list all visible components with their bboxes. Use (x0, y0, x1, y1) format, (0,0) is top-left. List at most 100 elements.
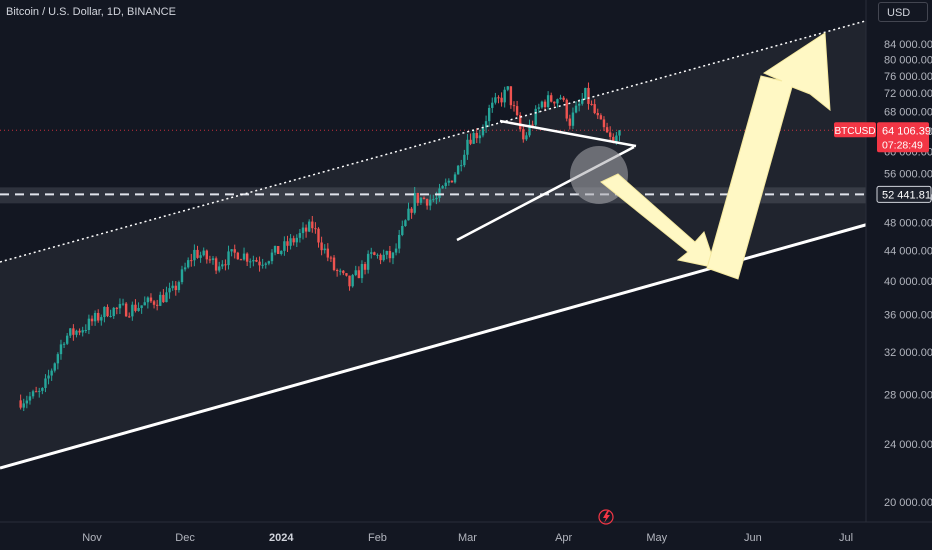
candle-body (373, 252, 376, 255)
candle (506, 86, 509, 92)
time-tick-label: Apr (555, 532, 572, 544)
candle (571, 107, 575, 129)
candle-body (366, 253, 370, 270)
candle-body (491, 102, 494, 108)
candle-body (534, 108, 537, 125)
candle (441, 185, 444, 189)
candle-body (208, 259, 212, 261)
candle (410, 207, 413, 219)
candle (550, 92, 553, 103)
triangle-upper-line[interactable] (499, 119, 637, 148)
candle (128, 312, 131, 318)
price-tick-label: 48 000.00 (884, 218, 932, 230)
candle-body (214, 258, 218, 271)
currency-button[interactable]: USD (878, 2, 928, 22)
candle (171, 280, 174, 291)
candle-body (137, 307, 140, 311)
candle (202, 247, 205, 257)
candle (416, 192, 420, 206)
candle (152, 299, 156, 309)
candle-body (568, 118, 572, 126)
drawings[interactable] (0, 17, 877, 470)
marked-level-badge[interactable]: 52 441.81 (876, 185, 932, 203)
candle-body (522, 129, 525, 140)
price-tick-label: 72 000.00 (884, 88, 932, 100)
candle (425, 198, 429, 210)
candle (34, 386, 38, 393)
candle (463, 149, 466, 168)
candle (121, 298, 125, 306)
candle-body (264, 263, 267, 265)
candle (515, 100, 519, 117)
candle (233, 244, 236, 259)
candle-body (593, 104, 596, 113)
candle-body (528, 124, 531, 136)
candle-body (239, 259, 243, 261)
candle-body (339, 270, 342, 272)
candle-body (289, 238, 292, 246)
channel-top-line[interactable] (0, 17, 877, 263)
candle-body (518, 115, 522, 130)
price-badges: BTCUSD 64 106.39 07:28:49 52 441.81 (834, 122, 932, 203)
candle (332, 255, 336, 272)
candle-body (562, 97, 565, 100)
candle (159, 291, 162, 307)
candle (168, 282, 171, 299)
candle (75, 329, 78, 338)
candle (311, 215, 314, 233)
candle (124, 302, 128, 317)
candle (84, 324, 87, 334)
candle (261, 258, 264, 269)
candle (218, 261, 221, 273)
candle (165, 286, 168, 303)
candle-body (487, 107, 491, 122)
candle-body (503, 89, 506, 103)
candle-body (177, 282, 181, 291)
candle (177, 280, 181, 293)
arrow-down-to-support[interactable] (600, 173, 717, 269)
time-tick-label: Jun (744, 532, 762, 544)
candle (602, 116, 606, 132)
candle-body (388, 250, 392, 259)
candle (264, 262, 267, 269)
candle-body (419, 197, 423, 203)
candle-body (106, 306, 109, 317)
time-tick-label: Feb (368, 532, 387, 544)
candle-body (292, 238, 295, 243)
candle (537, 103, 541, 113)
candle-body (441, 186, 444, 189)
candle (196, 245, 199, 259)
candle-body (69, 328, 72, 336)
candle (19, 394, 22, 410)
candle-body (19, 400, 22, 408)
candle-body (543, 101, 547, 108)
lightning-icon[interactable] (598, 509, 614, 525)
candle-body (596, 112, 599, 116)
candle (118, 298, 122, 315)
time-tick-label: Nov (82, 532, 102, 544)
candle (149, 293, 153, 304)
candle-body (460, 165, 463, 167)
candle-body (233, 249, 236, 253)
candle (140, 305, 143, 314)
candle-body (128, 316, 131, 318)
candle-body (429, 199, 432, 206)
candle-body (115, 307, 119, 309)
candle (230, 249, 233, 257)
candle-body (612, 136, 615, 142)
arrow-up-target[interactable] (706, 32, 831, 280)
candle (41, 387, 44, 395)
price-axis[interactable]: 84 000.00 80 000.00 76 000.00 72 000.00 68 0… (865, 0, 932, 550)
candle (394, 243, 398, 256)
candle (199, 251, 202, 263)
time-tick-label: Dec (175, 532, 195, 544)
candle (599, 113, 603, 120)
symbol-badge-bg (834, 122, 876, 138)
time-axis[interactable]: Nov Dec 2024 Feb Mar Apr May Jun Jul (0, 509, 932, 544)
candle-body (44, 378, 47, 388)
candle (391, 251, 395, 265)
price-tick-label: 68 000.00 (884, 106, 932, 118)
candle-body (509, 86, 513, 106)
candle (360, 260, 364, 283)
